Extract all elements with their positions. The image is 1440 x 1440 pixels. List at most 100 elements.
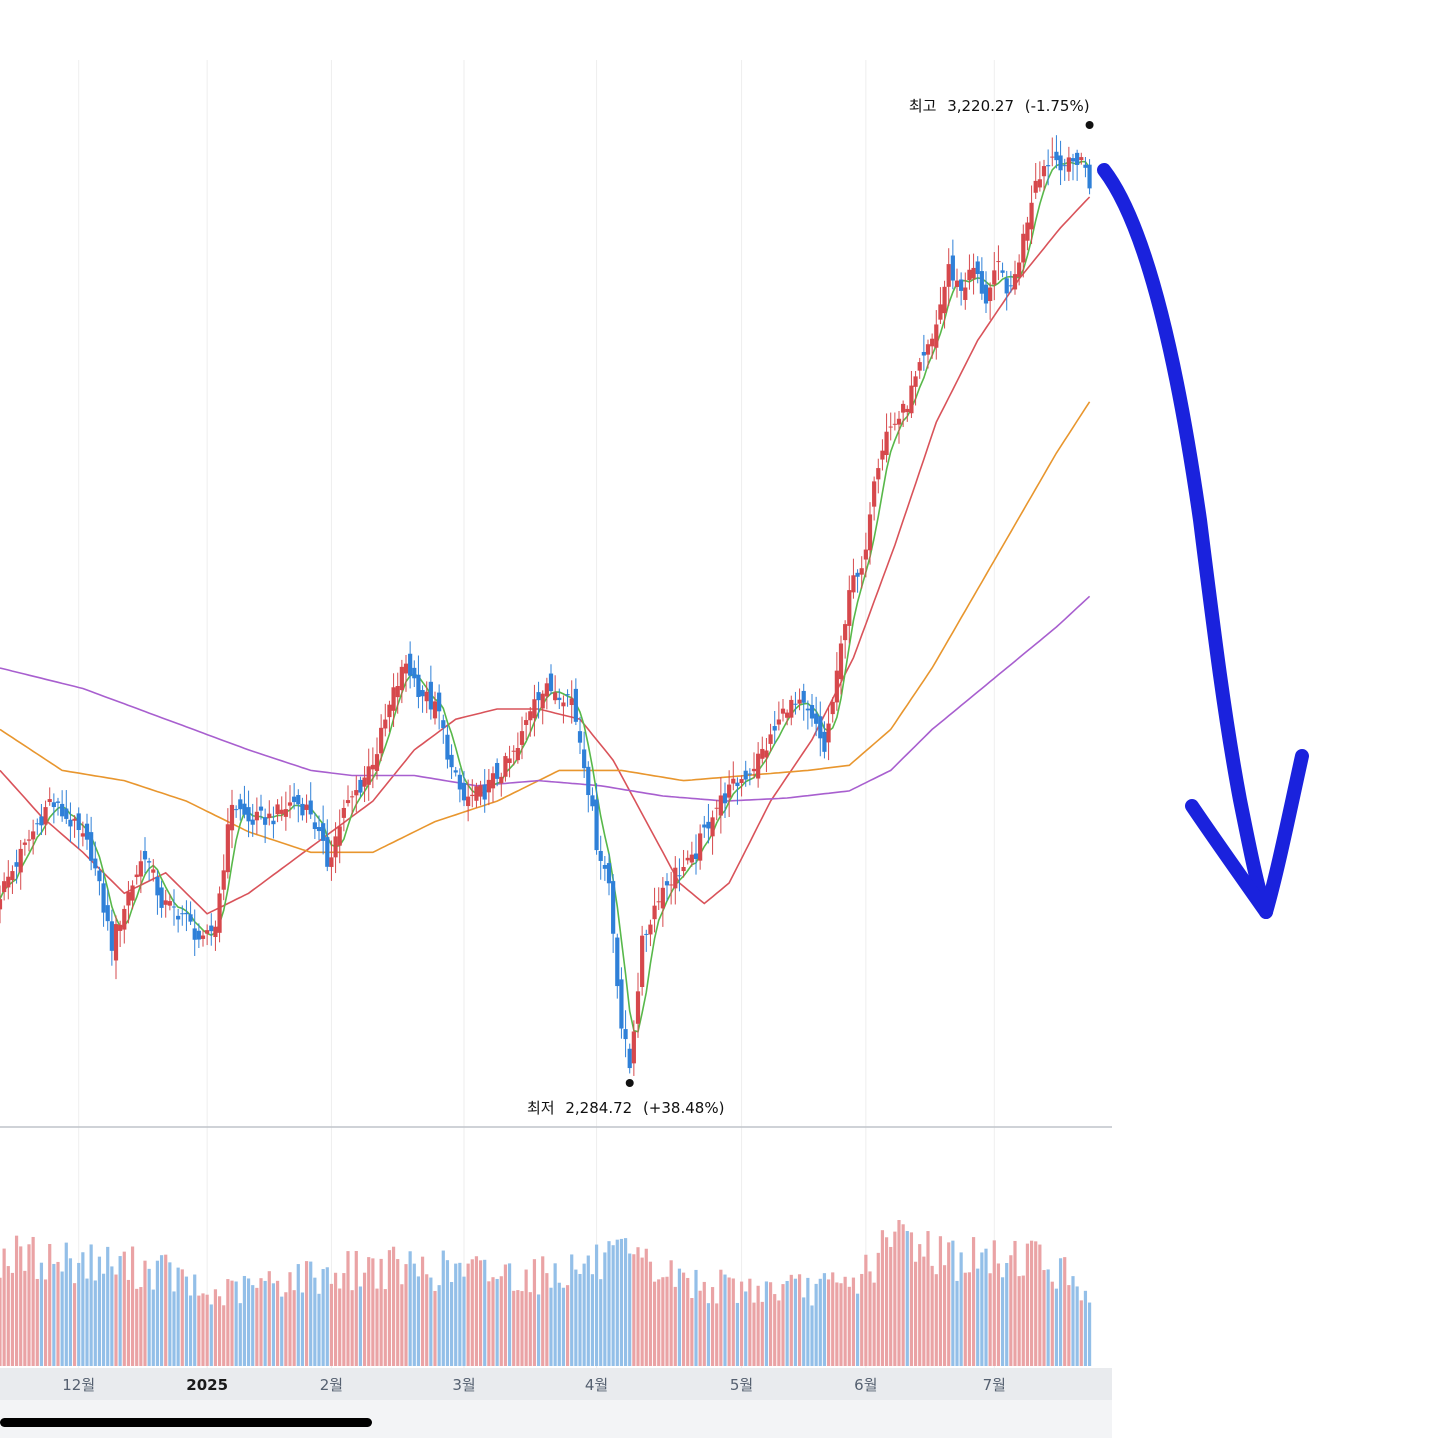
candle-body-down [1062,165,1067,167]
volume-bar [420,1256,425,1366]
candle-body-down [693,853,699,860]
candle [258,794,264,820]
candle [387,700,392,733]
volume-bar [980,1252,984,1366]
candle-body-down [805,708,810,711]
candle [971,253,976,295]
candle-body-down [557,697,562,701]
candle-body-up [122,908,127,930]
volume-bar [10,1272,15,1366]
candle-body-up [631,1031,636,1064]
volume-bar [648,1261,653,1366]
candle [308,782,313,819]
candle [14,849,19,884]
candle [358,776,363,798]
volume-bar [172,1291,176,1366]
low-label: 최저 [527,1099,555,1117]
candle-body-down [644,933,649,935]
candle [6,860,11,900]
volume-bar [429,1277,433,1366]
volume-bar [213,1289,218,1366]
horizontal-scrollbar[interactable] [0,1418,372,1427]
candle-body-up [925,344,931,355]
candle-body-up [938,304,943,320]
candle-body-up [399,666,404,691]
candle [1037,161,1042,192]
volume-bar [188,1295,193,1366]
volume-bar [702,1281,706,1366]
candle [706,803,711,844]
volume-bar [280,1296,284,1366]
candle [101,872,106,927]
candle-body-down [772,726,777,731]
candle [1050,137,1055,167]
volume-bar [938,1236,943,1366]
candle-body-up [466,796,471,807]
candle-body-up [221,870,226,890]
candle-body-up [167,901,172,906]
candle-body-down [747,773,752,775]
candle [151,859,156,882]
candle-body-down [89,832,94,861]
candle [1021,224,1026,278]
candle [743,760,748,787]
candle [507,745,512,778]
candle [167,894,172,911]
candle-body-up [635,991,641,1024]
x-axis: 12월 2025 2월 3월 4월 5월 6월 7월 [0,1368,1112,1438]
candle-body-up [1050,156,1055,158]
candle-body-up [304,804,309,810]
volume-bar [135,1288,139,1366]
candle [727,770,732,817]
volume-bar [151,1289,155,1366]
candle [445,725,450,769]
volume-bar [19,1246,23,1366]
candle-body-down [176,915,181,920]
candle-body-down [586,766,591,796]
candle-body-up [917,362,922,371]
candle [441,714,446,744]
volume-bar [951,1240,955,1366]
volume-bar [271,1283,276,1366]
candle [880,439,885,471]
candle [35,818,40,835]
candle-body-up [656,901,661,903]
candle [814,696,819,737]
candle [872,476,877,521]
candle-body-up [350,796,355,798]
volume-bar [209,1304,213,1366]
candle [855,569,860,593]
candle-body-down [706,821,711,829]
volume-bar [371,1258,375,1366]
candle [370,747,375,789]
volume-bar [325,1267,329,1366]
candle-body-up [830,701,835,715]
volume-bar [760,1301,764,1366]
candle-body-down [271,820,276,825]
candle-body-up [432,701,438,719]
volume-bar [1042,1270,1046,1366]
x-tick-label: 3월 [452,1376,475,1394]
candle [1075,149,1080,181]
volume-bar [122,1251,126,1366]
candle-body-up [200,935,206,939]
candle-body-down [453,770,458,773]
candle [39,804,44,835]
volume-bar [843,1276,847,1366]
candle-body-up [275,804,280,815]
candle-body-down [155,877,160,896]
volume-bar [139,1287,143,1366]
volume-bar [963,1272,967,1366]
volume-bar [996,1263,1001,1366]
volume-bar [835,1282,839,1366]
candle [606,853,612,896]
volume-bar [657,1279,661,1366]
candle [113,915,119,980]
candle-body-down [312,822,317,830]
volume-bar [6,1266,10,1366]
volume-bar [806,1277,810,1366]
volume-bar [731,1278,735,1366]
volume-bar [466,1263,470,1366]
candle [26,829,32,852]
